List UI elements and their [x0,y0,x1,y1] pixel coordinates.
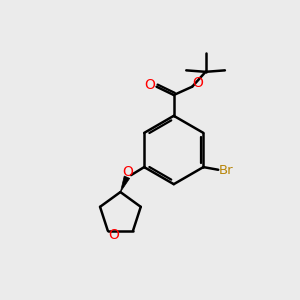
Text: O: O [108,228,119,242]
Text: O: O [192,76,203,90]
Polygon shape [120,176,130,192]
Text: O: O [145,78,155,92]
Text: Br: Br [219,164,234,177]
Text: O: O [123,164,134,178]
